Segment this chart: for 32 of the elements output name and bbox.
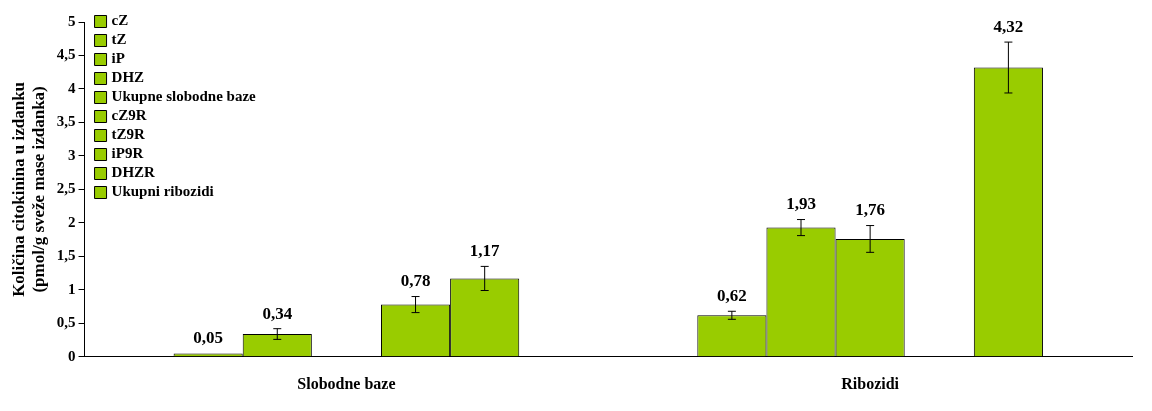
data-label: 0,34 (262, 303, 293, 323)
data-label: 0,62 (717, 286, 747, 306)
legend-label: iP (111, 50, 125, 67)
legend-label: cZ (111, 12, 129, 29)
legend-label: Ukupni ribozidi (111, 183, 214, 200)
x-tick-label: Ribozidi (841, 374, 900, 392)
y-tick-label: 3 (68, 146, 76, 163)
y-tick-label: 1 (68, 280, 76, 297)
legend-label: cZ9R (111, 107, 147, 124)
y-tick-label: 2 (68, 213, 76, 230)
data-label: 1,76 (855, 200, 886, 220)
legend-label: iP9R (111, 145, 144, 162)
y-tick-label: 5 (68, 12, 76, 29)
data-label: 1,17 (469, 241, 501, 261)
y-tick-label: 1,5 (56, 247, 76, 264)
y-tick-label: 0 (68, 347, 76, 364)
y-axis-title: Količina citokinina u izdanku (pmol/g sveže mase izdanka) (8, 81, 48, 297)
legend-label: Ukupne slobodne baze (111, 88, 257, 105)
legend-label: DHZR (111, 164, 156, 181)
legend-label: tZ (111, 31, 127, 48)
legend-label: DHZ (111, 69, 145, 86)
legend-label: tZ9R (111, 126, 146, 143)
y-tick-label: 4 (68, 79, 77, 96)
x-tick-label: Slobodne baze (297, 374, 396, 392)
y-tick-label: 4,5 (56, 46, 76, 63)
data-label: 0,78 (400, 271, 431, 291)
y-tick-label: 2,5 (56, 180, 76, 197)
y-tick-label: 3,5 (56, 113, 76, 130)
data-label: 0,05 (193, 328, 224, 348)
y-tick-label: 0,5 (56, 314, 76, 331)
data-label: 1,93 (786, 194, 816, 214)
data-label: 4,32 (993, 16, 1024, 36)
